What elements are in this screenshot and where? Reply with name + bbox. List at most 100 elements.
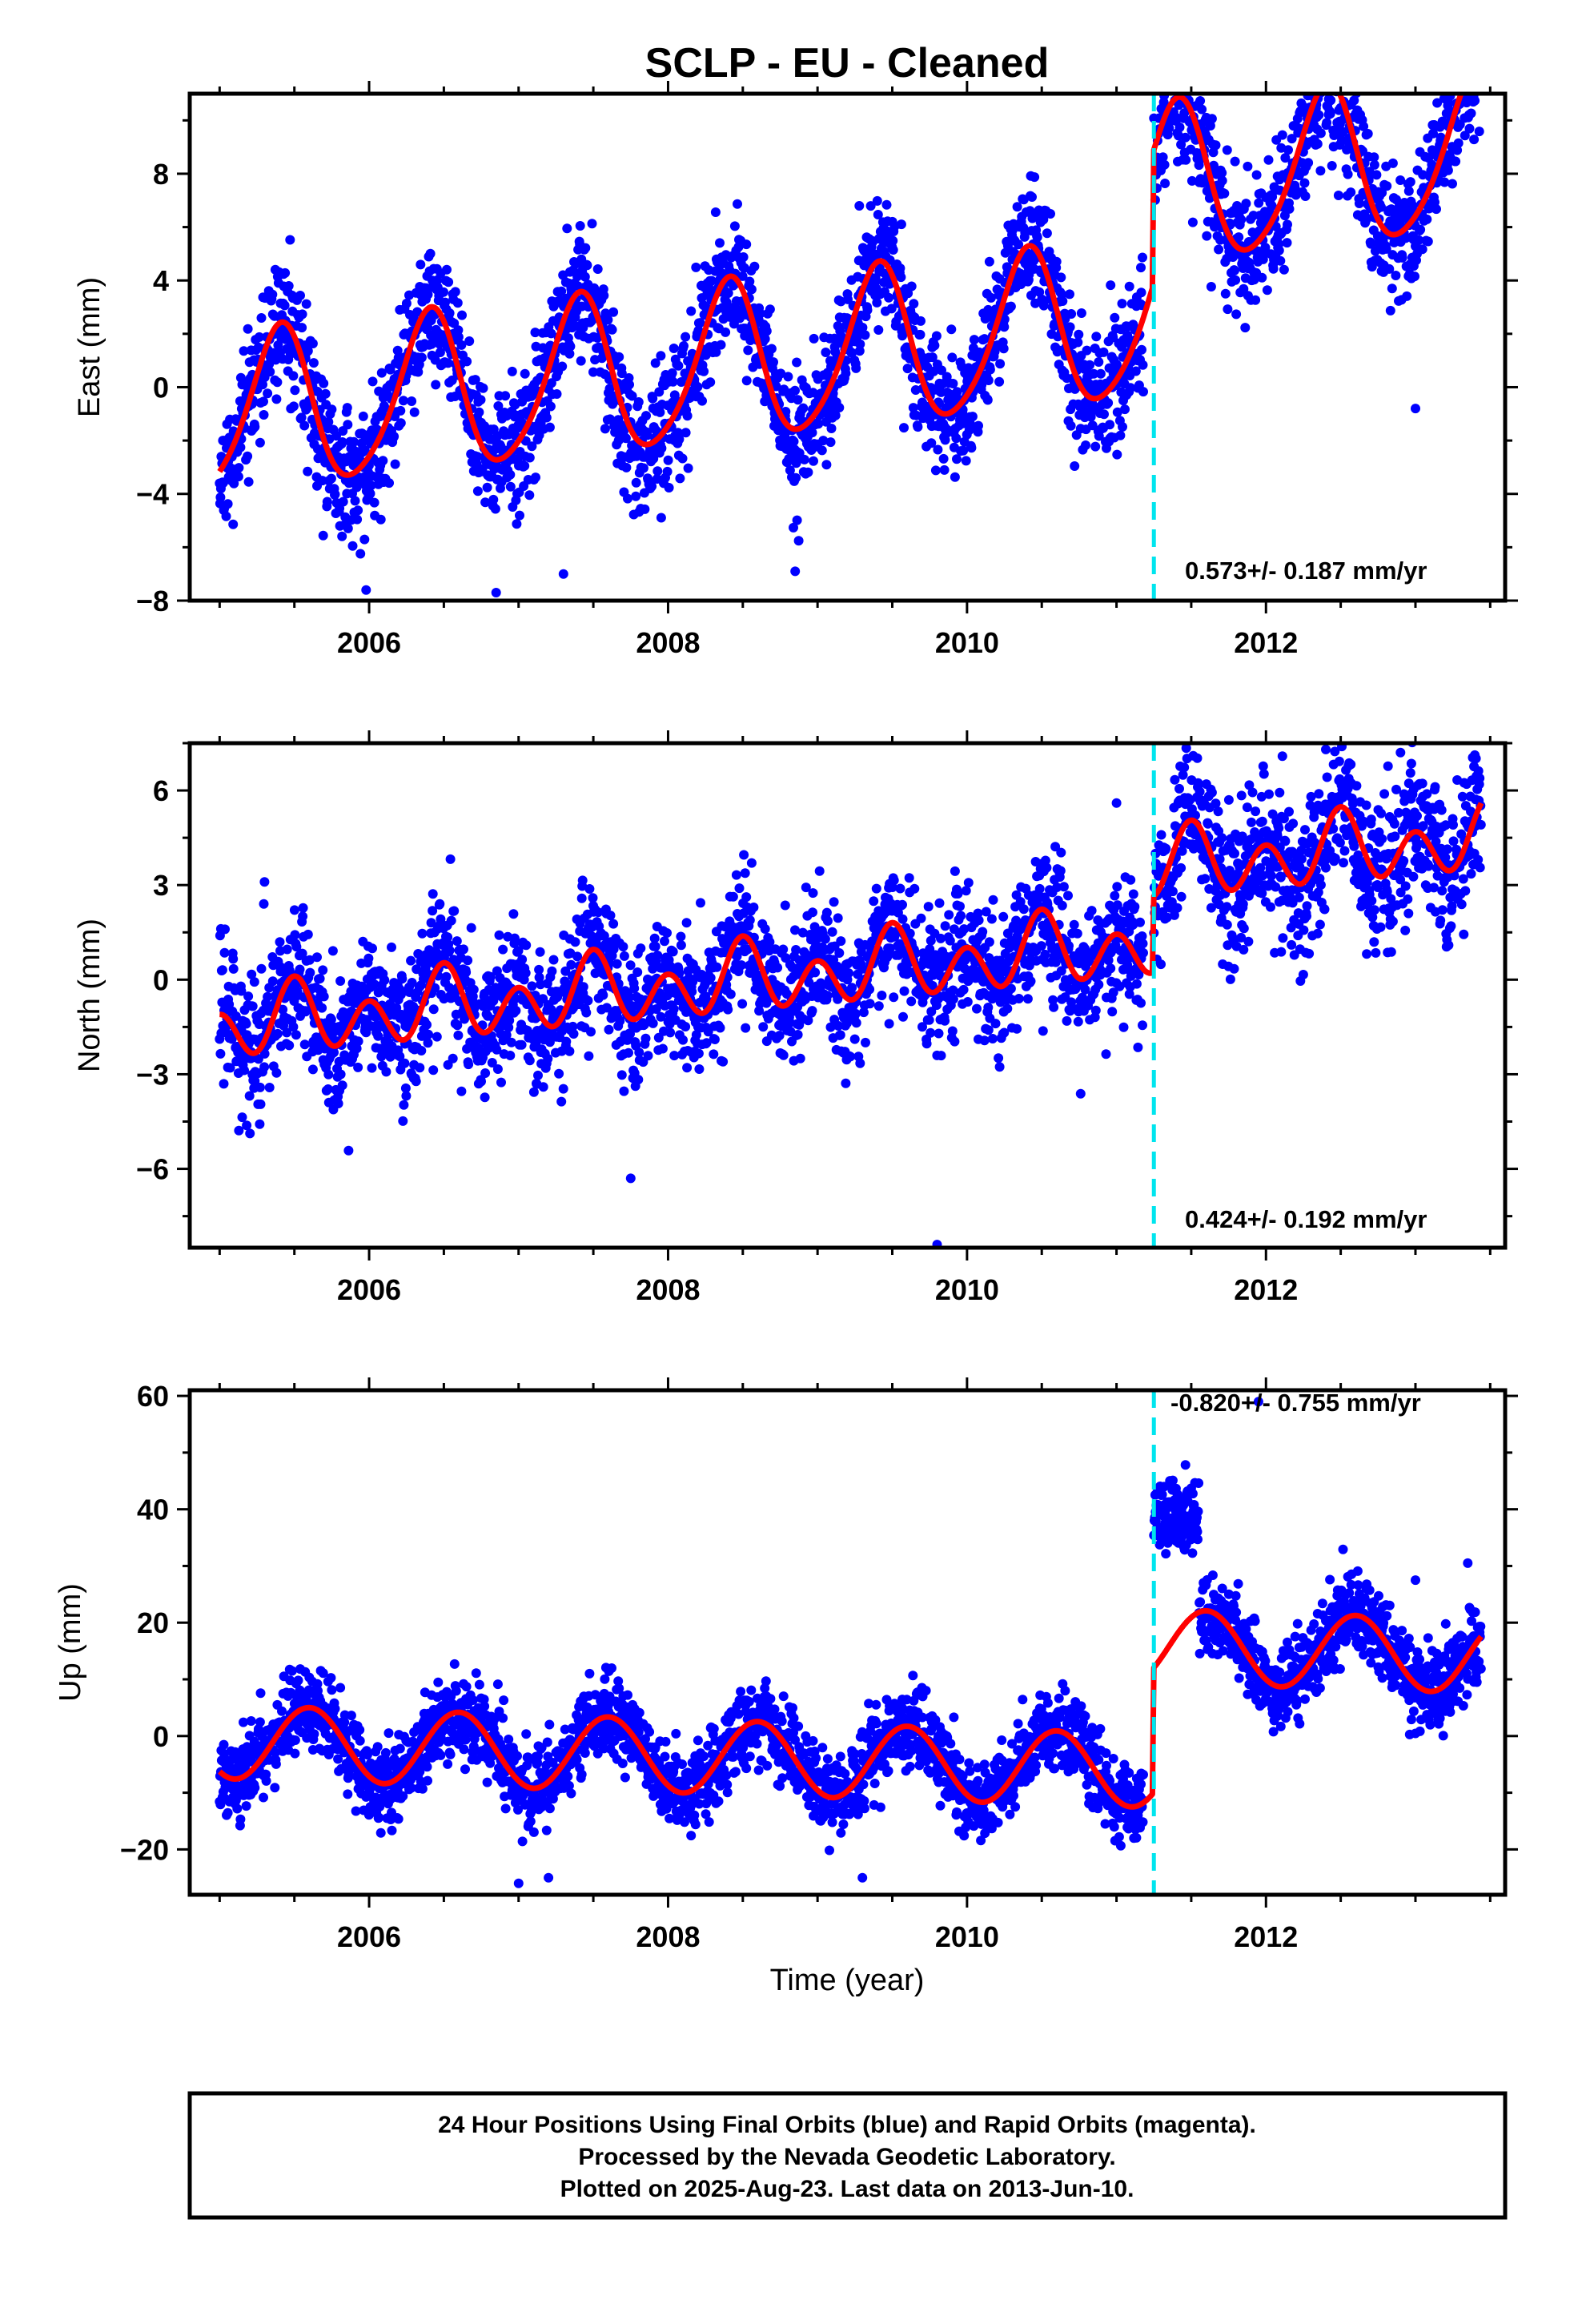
data-point [854, 201, 865, 211]
data-point [743, 345, 753, 356]
data-point [256, 313, 267, 323]
data-point [814, 866, 825, 876]
data-point [560, 966, 571, 976]
data-point [923, 902, 934, 912]
data-point [1219, 188, 1230, 199]
data-point [318, 530, 328, 541]
data-point [1193, 80, 1203, 90]
data-point [615, 1015, 625, 1026]
data-point [466, 923, 476, 933]
data-point [614, 352, 624, 362]
data-point [256, 963, 267, 974]
data-point [1263, 155, 1274, 165]
data-point [822, 991, 833, 1001]
east-frame [187, 91, 1508, 603]
data-point [416, 352, 427, 363]
data-point [391, 1003, 402, 1013]
data-point [425, 248, 436, 259]
data-point [742, 944, 753, 955]
data-point [994, 376, 1005, 387]
data-point [1056, 272, 1066, 283]
data-point [881, 199, 892, 210]
data-point [877, 991, 887, 1000]
data-point [1474, 57, 1484, 66]
data-point [636, 943, 646, 954]
data-point [872, 297, 882, 308]
data-point [453, 332, 464, 342]
data-point [940, 1015, 950, 1026]
data-point [435, 348, 445, 357]
data-point [1405, 177, 1415, 187]
data-point [741, 239, 752, 250]
data-point [1341, 65, 1351, 74]
data-point [1275, 255, 1286, 266]
data-point [263, 991, 273, 1002]
data-point [760, 334, 770, 344]
data-point [1183, 72, 1193, 82]
data-point [691, 1030, 701, 1040]
data-point [1271, 221, 1281, 231]
data-point [494, 930, 504, 940]
data-point [799, 454, 809, 464]
data-point [1138, 360, 1148, 370]
data-point [601, 1003, 612, 1013]
data-point [295, 291, 305, 300]
data-point [677, 453, 688, 464]
data-point [513, 946, 524, 956]
data-point [253, 342, 263, 352]
data-point [453, 325, 464, 336]
data-point [363, 953, 374, 963]
data-point [821, 460, 832, 470]
data-point [608, 307, 619, 317]
data-point [718, 1056, 729, 1067]
data-point [586, 1027, 596, 1037]
data-point [290, 385, 300, 396]
data-point [1391, 271, 1401, 280]
data-point [851, 1018, 861, 1028]
data-point [897, 899, 907, 910]
data-point [693, 382, 703, 392]
data-point [1277, 130, 1287, 140]
data-point [915, 329, 926, 340]
data-point [950, 472, 960, 482]
data-point [798, 403, 809, 413]
data-point [652, 951, 663, 960]
data-point [1333, 191, 1343, 200]
data-point [575, 221, 585, 231]
data-point [1099, 409, 1109, 420]
data-point [271, 394, 282, 404]
data-point [592, 264, 603, 274]
data-point [504, 1023, 514, 1032]
data-point [836, 936, 846, 947]
data-point [1137, 344, 1146, 355]
data-point [369, 497, 379, 508]
data-point [926, 935, 936, 946]
data-point [587, 219, 597, 229]
data-point [588, 367, 598, 377]
data-point [1359, 121, 1369, 131]
data-point [657, 1043, 668, 1054]
data-point [1180, 53, 1190, 62]
data-point [1387, 158, 1398, 168]
data-point [825, 1022, 836, 1032]
data-point [1318, 70, 1327, 80]
data-point [948, 985, 958, 995]
data-point [801, 883, 811, 893]
data-point [1456, 81, 1465, 90]
data-point [1065, 322, 1075, 332]
data-point [1174, 123, 1185, 132]
data-point [426, 918, 436, 928]
data-point [1327, 161, 1337, 171]
data-point [897, 914, 908, 924]
data-point [343, 523, 353, 533]
data-point [1160, 179, 1170, 188]
data-point [1171, 113, 1182, 123]
data-point [505, 1051, 516, 1060]
data-point [1098, 347, 1109, 357]
data-point [422, 1019, 432, 1030]
data-point [312, 952, 322, 963]
data-point [896, 219, 906, 230]
data-point [343, 1145, 354, 1156]
data-point [1457, 28, 1467, 38]
data-point [1319, 48, 1328, 58]
